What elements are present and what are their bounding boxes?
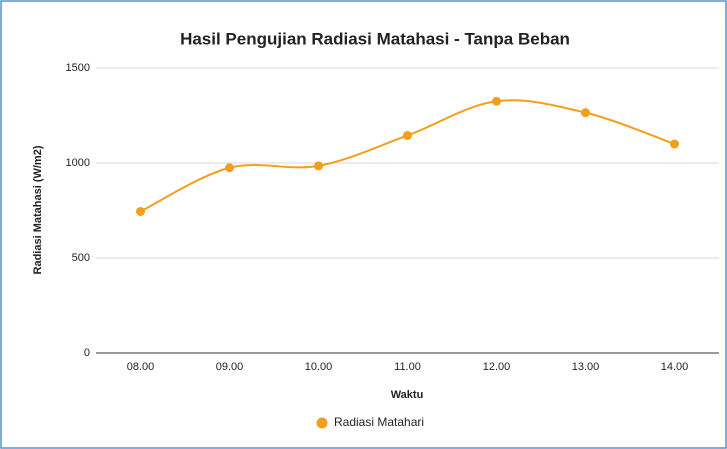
x-tick-label: 12.00 xyxy=(483,361,511,373)
x-tick-label: 14.00 xyxy=(661,361,689,373)
x-tick-label: 11.00 xyxy=(394,361,421,373)
y-tick-label: 1500 xyxy=(66,62,90,74)
x-tick-label: 08.00 xyxy=(127,361,155,373)
chart-title: Hasil Pengujian Radiasi Matahasi - Tanpa… xyxy=(180,29,570,48)
y-tick-label: 0 xyxy=(84,347,90,359)
y-axis-label: Radiasi Matahasi (W/m2) xyxy=(32,145,44,274)
legend-label: Radiasi Matahari xyxy=(334,415,424,429)
x-tick-label: 10.00 xyxy=(305,361,333,373)
point xyxy=(225,163,234,173)
point xyxy=(581,108,590,118)
point xyxy=(314,161,323,171)
point xyxy=(136,206,145,216)
legend-marker xyxy=(316,417,328,429)
x-tick-label: 13.00 xyxy=(572,361,600,373)
point xyxy=(670,139,679,149)
x-axis-label: Waktu xyxy=(391,389,424,401)
y-tick-label: 1000 xyxy=(66,157,90,169)
y-tick-label: 500 xyxy=(72,252,90,264)
x-tick-label: 09.00 xyxy=(216,361,244,373)
line xyxy=(140,99,675,213)
point xyxy=(492,96,501,106)
point xyxy=(403,130,412,140)
